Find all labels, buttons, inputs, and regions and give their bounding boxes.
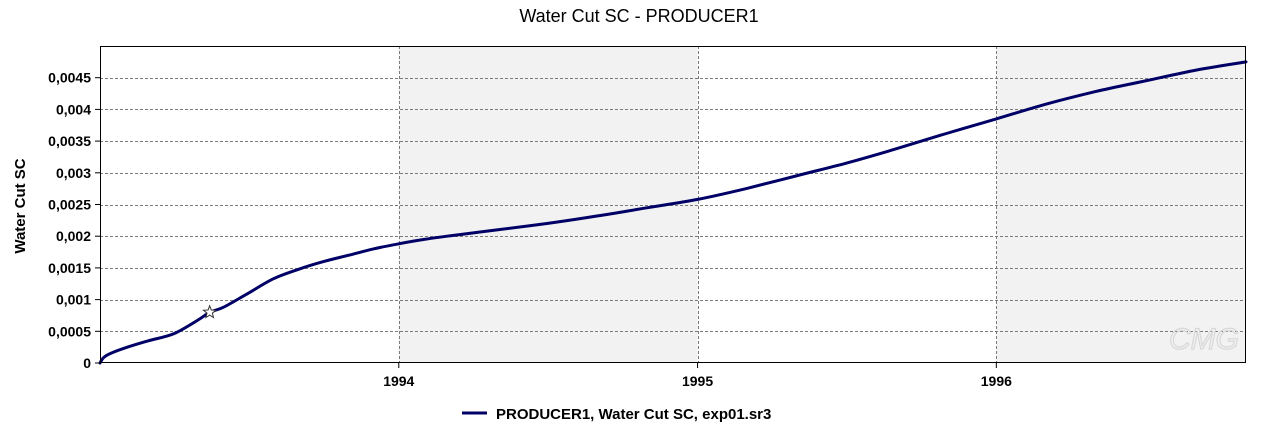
x-axis: 1994 1995 1996 [383, 363, 1012, 389]
y-tick-label: 0 [83, 355, 91, 371]
y-tick-label: 0,0025 [48, 197, 91, 213]
year-band [100, 46, 399, 363]
y-tick-label: 0,004 [56, 101, 91, 117]
chart-title: Water Cut SC - PRODUCER1 [519, 6, 758, 26]
alternating-year-bands [100, 46, 1246, 363]
y-tick-label: 0,002 [56, 228, 91, 244]
annotation-layer [202, 304, 218, 319]
year-band [697, 46, 997, 363]
star-marker [202, 304, 218, 319]
legend-label: PRODUCER1, Water Cut SC, exp01.sr3 [496, 406, 771, 423]
x-tick-label: 1994 [383, 373, 414, 389]
watermark-text: CMG [1169, 323, 1239, 356]
series-line [98, 60, 1248, 365]
grid-lines [100, 46, 1246, 363]
cmg-watermark: CMG [1168, 322, 1239, 356]
x-tick-label: 1995 [682, 373, 713, 389]
y-tick-label: 0,003 [56, 165, 91, 181]
year-band [996, 46, 1246, 363]
y-tick-label: 0,001 [56, 292, 91, 308]
y-tick-label: 0,0045 [48, 70, 91, 86]
y-axis: 0 0,0005 0,001 0,0015 0,002 0,0025 0,003 0,0035… [48, 70, 100, 371]
series-layer [98, 60, 1248, 365]
plot-border [100, 46, 1246, 363]
y-tick-label: 0,0005 [48, 323, 91, 339]
y-tick-label: 0,0035 [48, 133, 91, 149]
y-tick-label: 0,0015 [48, 260, 91, 276]
legend: PRODUCER1, Water Cut SC, exp01.sr3 [462, 406, 771, 423]
y-axis-label: Water Cut SC [12, 158, 29, 253]
x-tick-label: 1996 [981, 373, 1012, 389]
year-band [398, 46, 698, 363]
